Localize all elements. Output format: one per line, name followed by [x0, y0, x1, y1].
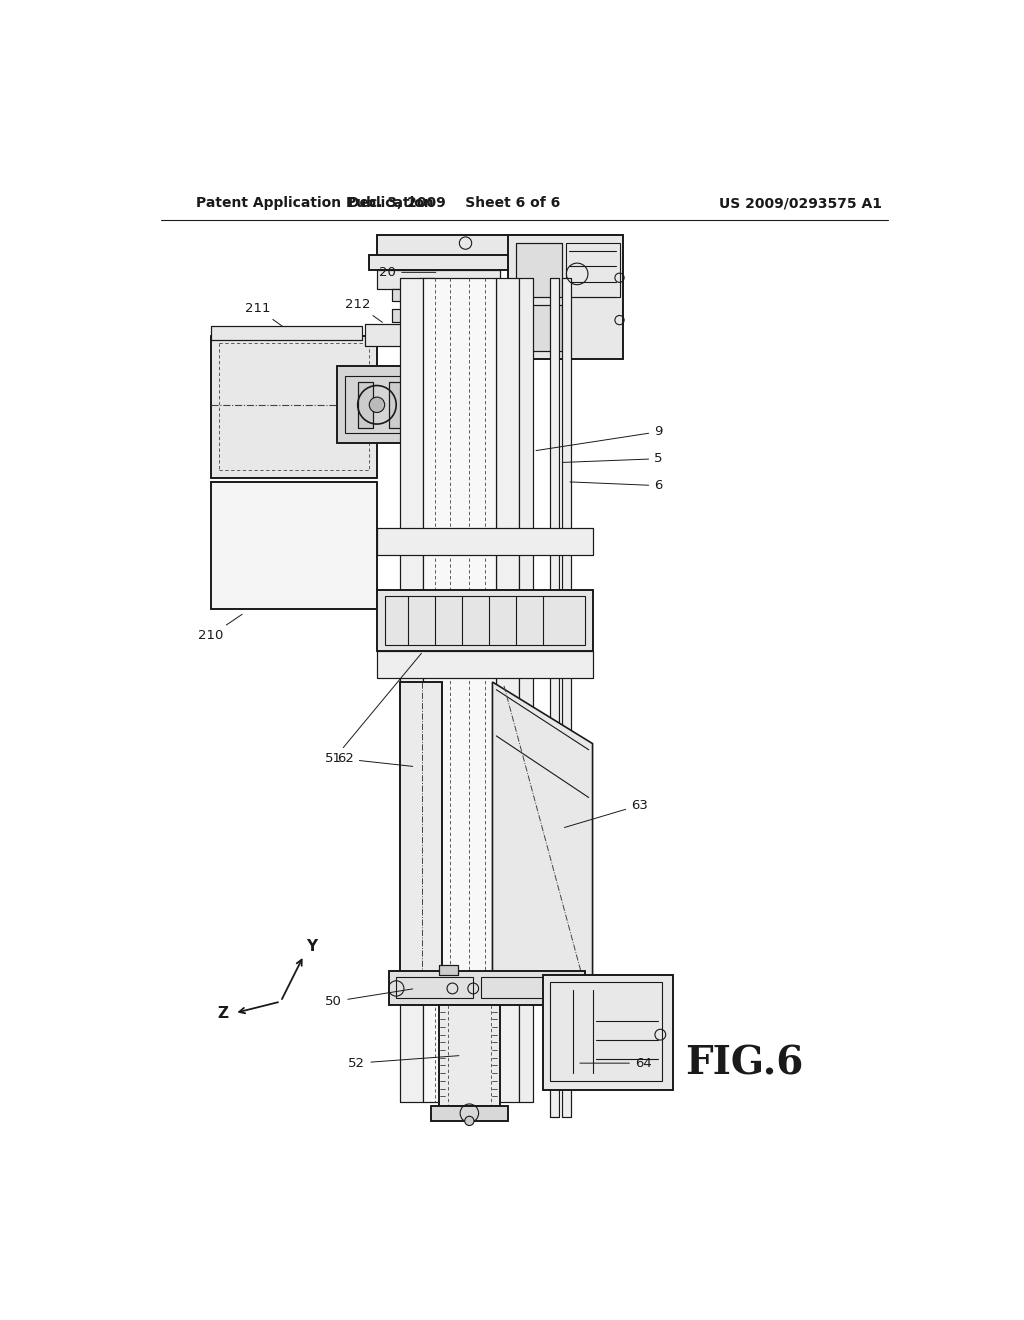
Text: FIG.6: FIG.6: [685, 1044, 804, 1082]
Bar: [423, 277, 497, 1102]
Bar: [337, 367, 422, 444]
Text: Y: Y: [306, 939, 317, 953]
Bar: [377, 590, 593, 651]
Bar: [370, 255, 508, 271]
Bar: [515, 305, 562, 351]
Bar: [400, 277, 423, 1102]
Bar: [357, 381, 373, 428]
Bar: [377, 590, 593, 651]
Bar: [562, 277, 571, 1117]
Bar: [497, 277, 519, 1102]
Bar: [366, 323, 412, 346]
Bar: [211, 335, 377, 478]
Bar: [550, 277, 559, 1117]
Bar: [211, 335, 377, 478]
Bar: [377, 528, 593, 554]
Text: US 2009/0293575 A1: US 2009/0293575 A1: [719, 197, 882, 210]
Text: 211: 211: [245, 302, 283, 326]
Bar: [396, 977, 473, 998]
Bar: [543, 974, 674, 1090]
Bar: [337, 367, 422, 444]
Text: 62: 62: [337, 752, 413, 767]
Bar: [481, 977, 573, 998]
Bar: [370, 255, 508, 271]
Bar: [438, 965, 458, 974]
Bar: [211, 482, 377, 609]
Bar: [423, 277, 497, 1102]
Text: 210: 210: [198, 614, 243, 643]
Text: 63: 63: [564, 799, 648, 828]
Bar: [419, 277, 435, 359]
Text: 9: 9: [536, 425, 663, 450]
Bar: [377, 271, 500, 289]
Bar: [497, 277, 519, 1102]
Bar: [515, 243, 562, 297]
Bar: [366, 323, 412, 346]
Text: Patent Application Publication: Patent Application Publication: [196, 197, 434, 210]
Bar: [419, 277, 435, 359]
Bar: [431, 1106, 508, 1121]
Bar: [377, 528, 593, 554]
Bar: [377, 271, 500, 289]
Bar: [392, 309, 512, 322]
Bar: [515, 305, 562, 351]
Bar: [388, 381, 403, 428]
Text: 20: 20: [379, 265, 436, 279]
Text: 51: 51: [326, 653, 422, 766]
Bar: [565, 243, 620, 297]
Bar: [377, 651, 593, 678]
Bar: [550, 277, 559, 1117]
Bar: [392, 289, 512, 301]
Bar: [438, 1006, 500, 1105]
Text: 64: 64: [580, 1056, 651, 1069]
Bar: [211, 326, 361, 341]
Bar: [431, 1106, 508, 1121]
Bar: [562, 277, 571, 1117]
Bar: [345, 376, 413, 433]
Bar: [519, 277, 534, 1102]
Bar: [388, 381, 403, 428]
Text: 50: 50: [326, 989, 413, 1008]
Bar: [392, 289, 512, 301]
Bar: [388, 970, 585, 1006]
Bar: [388, 970, 585, 1006]
Bar: [357, 381, 373, 428]
Bar: [550, 982, 662, 1081]
Polygon shape: [493, 682, 593, 998]
Bar: [377, 651, 593, 678]
Bar: [515, 243, 562, 297]
Bar: [392, 309, 512, 322]
Bar: [519, 277, 534, 1102]
Text: Dec. 3, 2009    Sheet 6 of 6: Dec. 3, 2009 Sheet 6 of 6: [348, 197, 560, 210]
Bar: [543, 974, 674, 1090]
Bar: [211, 326, 361, 341]
Bar: [377, 235, 615, 259]
Text: 5: 5: [562, 453, 663, 465]
Bar: [438, 259, 493, 277]
Bar: [438, 1006, 500, 1105]
Text: 212: 212: [345, 298, 382, 322]
Bar: [508, 235, 624, 359]
Bar: [400, 277, 423, 1102]
Bar: [438, 965, 458, 974]
Circle shape: [465, 1117, 474, 1126]
Circle shape: [370, 397, 385, 413]
Text: 52: 52: [348, 1056, 459, 1069]
Bar: [508, 235, 624, 359]
Bar: [377, 235, 615, 259]
Bar: [385, 595, 585, 645]
Bar: [438, 259, 493, 277]
Bar: [392, 331, 512, 343]
Text: 6: 6: [570, 479, 663, 492]
Bar: [400, 682, 442, 974]
Bar: [400, 682, 442, 974]
Bar: [392, 331, 512, 343]
Bar: [211, 482, 377, 609]
Text: Z: Z: [217, 1006, 228, 1020]
